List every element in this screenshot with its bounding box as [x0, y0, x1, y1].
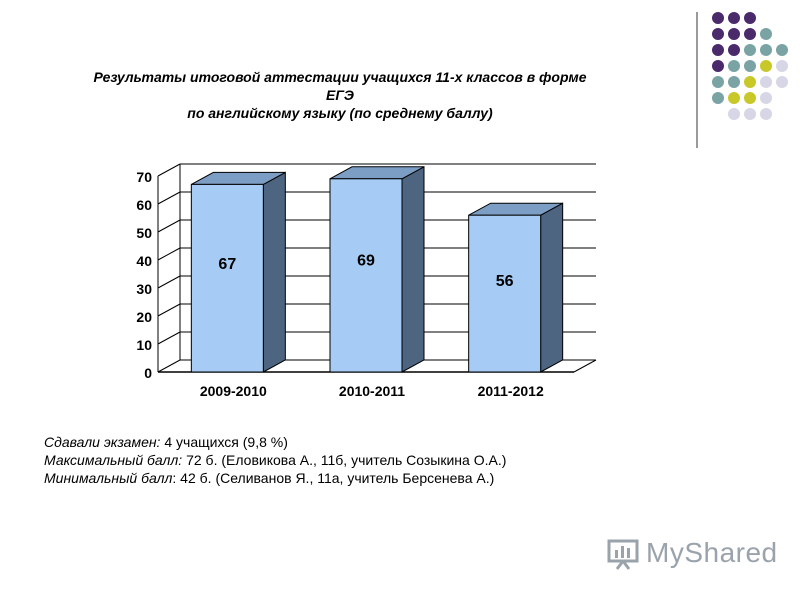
bar	[468, 214, 542, 373]
grid-diagonal	[157, 219, 181, 233]
decor-dot	[728, 108, 740, 120]
exam-notes: Сдавали экзамен: 4 учащихся (9,8 %) Макс…	[44, 433, 506, 487]
decor-dot	[712, 60, 724, 72]
decor-dot	[712, 12, 724, 24]
note-row-max: Максимальный балл: 72 б. (Еловикова А., …	[44, 452, 507, 468]
decor-dot-grid	[712, 12, 788, 120]
decor-dot	[776, 76, 788, 88]
grid-diagonal	[157, 247, 181, 261]
grid-diagonal	[157, 163, 181, 177]
y-tick-label: 50	[136, 225, 152, 241]
y-tick-label: 40	[136, 253, 152, 269]
decor-dot	[760, 108, 772, 120]
decor-dot	[760, 76, 772, 88]
decor-dot	[760, 60, 772, 72]
myshared-logo: MyShared	[606, 536, 778, 570]
y-tick-label: 70	[136, 169, 152, 185]
decor-dot	[728, 12, 740, 24]
decor-dot	[744, 28, 756, 40]
grid-diagonal	[157, 275, 181, 289]
y-tick-label: 10	[136, 337, 152, 353]
bar-side	[540, 202, 564, 373]
bar-side	[401, 165, 425, 373]
x-tick-label: 2011-2012	[478, 383, 544, 399]
x-tick-label: 2010-2011	[339, 383, 405, 399]
decor-dot	[744, 92, 756, 104]
bar-chart: 0 10 20 30 40 50 60 70 67 2009-2010 69 2010-2011 56 2…	[136, 163, 597, 399]
decor-dot	[744, 12, 756, 24]
note-row-participants: Сдавали экзамен: 4 учащихся (9,8 %)	[44, 434, 288, 450]
data-label: 56	[496, 273, 514, 290]
data-label: 67	[218, 256, 236, 273]
decor-dot	[744, 44, 756, 56]
y-tick-label: 0	[144, 365, 152, 381]
decor-dot	[744, 60, 756, 72]
logo-brand-text: MyShared	[646, 537, 778, 568]
decor-dot	[712, 76, 724, 88]
decor-dot	[712, 44, 724, 56]
decor-dot	[728, 60, 740, 72]
bar-side	[262, 171, 286, 373]
decor-dot	[728, 92, 740, 104]
bar	[190, 183, 264, 373]
x-axis-corner	[573, 359, 597, 373]
y-tick-label: 20	[136, 309, 152, 325]
data-label: 69	[357, 253, 375, 270]
decor-dot	[728, 28, 740, 40]
decor-dot	[712, 28, 724, 40]
decor-dot	[728, 44, 740, 56]
decor-dot	[728, 76, 740, 88]
title-line-1: Результаты итоговой аттестации учащихся …	[93, 69, 587, 85]
decor-dot	[760, 44, 772, 56]
decor-dot	[712, 92, 724, 104]
title-line-2: ЕГЭ	[326, 87, 354, 103]
presentation-board-icon	[607, 539, 639, 570]
decor-dot	[776, 60, 788, 72]
x-tick-label: 2009-2010	[200, 383, 267, 399]
decor-dot	[760, 92, 772, 104]
decor-dot	[744, 76, 756, 88]
grid-diagonal	[157, 331, 181, 345]
note-row-min: Минимальный балл: 42 б. (Селиванов Я., 1…	[44, 470, 495, 486]
grid-diagonal	[157, 359, 181, 373]
grid-diagonal	[157, 303, 181, 317]
y-tick-label: 60	[136, 197, 152, 213]
chart-title: Результаты итоговой аттестации учащихся …	[40, 68, 640, 122]
y-tick-label: 30	[136, 281, 152, 297]
decor-dot	[760, 28, 772, 40]
bar	[329, 178, 403, 373]
decor-dot	[744, 108, 756, 120]
decor-dot	[776, 44, 788, 56]
grid-diagonal	[157, 191, 181, 205]
title-line-3: по английскому языку (по среднему баллу)	[187, 105, 493, 121]
decor-divider	[696, 12, 698, 148]
